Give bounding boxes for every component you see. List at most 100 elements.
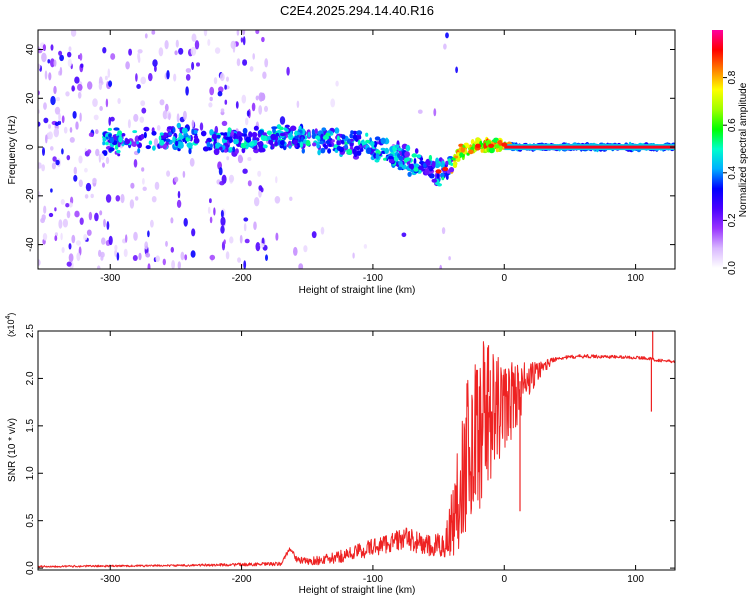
snr-frame bbox=[37, 330, 676, 571]
spectrogram-cell bbox=[141, 167, 145, 172]
spectrogram-cell bbox=[137, 52, 141, 61]
spectrogram-ridge-cell bbox=[365, 132, 369, 137]
spectrogram-cell bbox=[214, 47, 221, 54]
spectrogram-cell bbox=[53, 85, 57, 95]
spectrogram-ridge-cell bbox=[678, 145, 682, 151]
spectrogram-cell bbox=[77, 91, 82, 99]
spectrogram-cell bbox=[170, 246, 174, 253]
spectrogram-cell bbox=[220, 108, 225, 113]
spectrogram-ridge-cell bbox=[373, 140, 378, 148]
spectrogram-cell bbox=[254, 197, 260, 207]
spectrogram-cell bbox=[95, 129, 99, 135]
spectrogram-cell bbox=[58, 50, 63, 56]
spectrogram-cell bbox=[241, 94, 247, 104]
spectrogram-ridge-cell bbox=[300, 136, 304, 142]
spectrogram-ridge-cell bbox=[320, 133, 324, 140]
spectrogram-cell bbox=[59, 66, 63, 76]
spectrogram-cell bbox=[262, 71, 267, 79]
spectrogram-cell bbox=[110, 116, 115, 122]
spectrogram-ridge-cell bbox=[105, 136, 109, 140]
spectrogram-cell bbox=[236, 58, 241, 67]
spectrogram-ridge-cell bbox=[298, 125, 302, 131]
snr-multiplier-base: (x10 bbox=[6, 319, 16, 337]
spectrogram-ridge-cell bbox=[274, 140, 278, 147]
spectrogram-cell bbox=[102, 162, 105, 168]
spectrogram-cell bbox=[191, 228, 196, 237]
spectrogram-cell bbox=[53, 59, 57, 67]
spectrogram-cell bbox=[141, 107, 147, 114]
spectrogram-cell bbox=[99, 106, 103, 111]
spectrogram-cell bbox=[107, 68, 111, 78]
spectrogram-ridge-cell bbox=[288, 145, 292, 149]
spectrogram-ridge-cell bbox=[143, 126, 150, 132]
spectrogram-ridge-cell bbox=[215, 142, 221, 149]
spectrogram-ridge-cell bbox=[676, 147, 681, 151]
spectrogram-cell bbox=[401, 232, 407, 238]
spectrogram-cell bbox=[76, 240, 81, 246]
spectrogram-cell bbox=[74, 76, 80, 84]
spectrogram-frame bbox=[37, 29, 676, 270]
spectrogram-cell bbox=[352, 252, 355, 259]
spectrogram-ridge-cell bbox=[227, 131, 231, 137]
snr-xtick-label: 0 bbox=[501, 574, 507, 585]
spectrogram-cell bbox=[67, 51, 72, 58]
spectrogram-ridge-cell bbox=[102, 141, 106, 146]
spectrogram-ridge-cell bbox=[168, 132, 172, 136]
spectrogram-cell bbox=[61, 247, 65, 253]
spectrogram-cell bbox=[178, 47, 184, 55]
spectrogram-ridge-cell bbox=[179, 135, 184, 140]
spectrogram-ridge-cell bbox=[321, 127, 327, 132]
spectrogram-ridge-cell bbox=[233, 138, 239, 145]
spectrogram-cell bbox=[184, 254, 188, 261]
spectrogram-ridge-cell bbox=[253, 125, 259, 131]
spectrogram-cell bbox=[87, 81, 93, 90]
spectrogram-ridge-cell bbox=[136, 141, 140, 145]
spectrogram-cell bbox=[115, 195, 121, 202]
spectrogram-ridge-cell bbox=[279, 126, 284, 131]
spectrogram-cell bbox=[224, 99, 228, 105]
spectrogram-cell bbox=[84, 167, 88, 173]
spectrogram-cell bbox=[94, 212, 99, 222]
spectrogram-cell bbox=[226, 76, 229, 82]
spectrogram-cell bbox=[142, 186, 147, 191]
spectrogram-cell bbox=[60, 232, 63, 241]
spectrogram-cell bbox=[311, 231, 317, 239]
tone-line bbox=[504, 145, 675, 149]
spectrogram-cell bbox=[66, 210, 71, 219]
spectrogram-ridge-cell bbox=[495, 148, 499, 153]
spectrogram-cell bbox=[162, 258, 166, 266]
spectrogram-ridge-cell bbox=[356, 130, 363, 136]
spectrogram-cell bbox=[194, 40, 200, 50]
spectrogram-ridge-cell bbox=[322, 135, 329, 140]
spectrogram-ridge-cell bbox=[159, 132, 164, 136]
spectrogram-ridge-cell bbox=[191, 128, 195, 135]
spectrogram-cell bbox=[279, 116, 286, 125]
spectrogram-cell bbox=[208, 102, 213, 108]
spectrogram-cell bbox=[209, 86, 215, 96]
spectrogram-cell bbox=[243, 223, 247, 232]
spectrogram-cell bbox=[185, 74, 191, 81]
spectrogram-x-axis-label: Height of straight line (km) bbox=[299, 285, 416, 296]
spectrogram-cell bbox=[242, 30, 246, 36]
spectrogram-cell bbox=[129, 199, 135, 209]
spectrogram-cell bbox=[293, 246, 298, 256]
spectrogram-cell bbox=[244, 238, 250, 244]
spectrogram-ridge-cell bbox=[394, 144, 400, 148]
spectrogram-cell bbox=[145, 252, 151, 258]
spectrogram-ridge-cell bbox=[209, 143, 213, 149]
colorbar-ticks: 0.0 0.2 0.4 0.6 0.8 bbox=[723, 70, 738, 275]
spectrogram-cell bbox=[83, 234, 88, 241]
spectrogram-cell bbox=[164, 103, 169, 112]
spectrogram-cell bbox=[164, 40, 169, 50]
spectrogram-ridge-cell bbox=[374, 136, 381, 141]
spectrogram-cell bbox=[92, 98, 98, 107]
spectrogram-cell bbox=[59, 54, 64, 62]
spectrogram-xtick-label: 100 bbox=[627, 273, 644, 284]
colorbar-strip bbox=[712, 30, 723, 268]
spectrogram-ridge-cell bbox=[172, 126, 176, 133]
spectrogram-ridge-cell bbox=[248, 131, 253, 139]
spectrogram-ridge-cell bbox=[384, 147, 390, 154]
spectrogram-cell bbox=[190, 46, 197, 56]
spectrogram-ridge-cell bbox=[290, 125, 297, 132]
spectrogram-ridge-cell bbox=[470, 139, 475, 145]
